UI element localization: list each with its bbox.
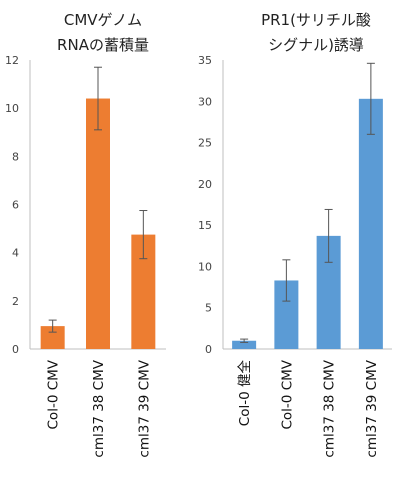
bar <box>358 98 383 350</box>
y-tick-label: 0 <box>12 343 19 356</box>
y-tick-label: 15 <box>198 219 212 232</box>
x-category-label: cml37 38 CMV <box>91 359 107 457</box>
x-category-label: cml37 38 CMV <box>322 359 338 457</box>
chart-title-line: RNAの蓄積量 <box>57 36 149 54</box>
y-tick-label: 5 <box>205 302 212 315</box>
y-tick-label: 4 <box>12 247 19 260</box>
x-category-label: Col-0 CMV <box>279 359 295 429</box>
chart-title-line: PR1(サリチル酸 <box>261 11 371 29</box>
chart-title-line: シグナル)誘導 <box>268 36 364 54</box>
y-tick-label: 8 <box>12 150 19 163</box>
rna-accumulation-chart: CMVゲノム RNAの蓄積量 0 2 4 6 8 10 12 Col-0 CMV cml37 38 … <box>5 11 166 458</box>
x-category-label: Col-0 健全 <box>236 360 253 427</box>
bar <box>40 326 65 349</box>
bar <box>86 98 110 350</box>
chart-title-line: CMVゲノム <box>64 11 142 29</box>
y-tick-label: 20 <box>198 178 212 191</box>
y-tick-label: 25 <box>198 137 212 150</box>
y-tick-label: 30 <box>198 95 212 108</box>
y-tick-label: 35 <box>198 54 212 67</box>
y-tick-label: 10 <box>198 260 212 273</box>
y-tick-label: 0 <box>205 343 212 356</box>
y-tick-label: 6 <box>12 199 19 212</box>
bar <box>232 340 257 349</box>
y-tick-label: 12 <box>5 54 19 67</box>
x-category-label: Col-0 CMV <box>46 359 62 429</box>
y-tick-label: 2 <box>12 295 19 308</box>
x-category-label: cml37 39 CMV <box>364 359 380 457</box>
y-tick-label: 10 <box>5 102 19 115</box>
x-category-label: cml37 39 CMV <box>136 359 152 457</box>
